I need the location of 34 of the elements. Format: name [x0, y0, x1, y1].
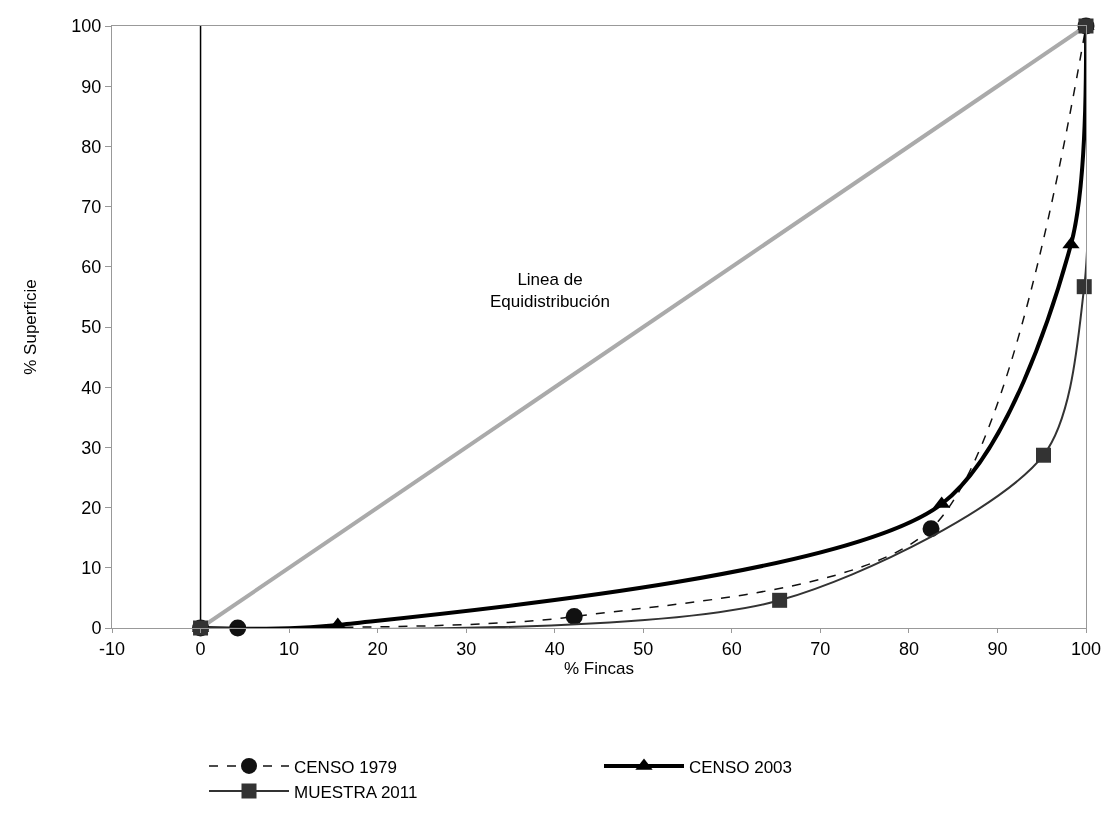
legend-label: CENSO 1979 [294, 757, 397, 777]
x-tick-label: 70 [810, 638, 831, 659]
x-tick-label: 10 [279, 638, 300, 659]
y-tick-label: 10 [81, 558, 102, 579]
y-tick-label: 60 [81, 257, 102, 278]
x-tick-label: 20 [367, 638, 388, 659]
y-tick-label: 50 [81, 317, 102, 338]
legend-label: CENSO 2003 [689, 757, 792, 777]
x-tick-label: 60 [721, 638, 742, 659]
y-axis-title: % Superficie [20, 279, 40, 375]
y-tick-label: 40 [81, 377, 102, 398]
y-tick-label: 70 [81, 196, 102, 217]
x-tick-label: -10 [98, 638, 126, 659]
point [565, 608, 583, 626]
x-tick-label: 100 [1070, 638, 1102, 659]
y-tick-label: 0 [91, 618, 102, 639]
x-tick-label: 90 [987, 638, 1008, 659]
y-tick-label: 30 [81, 437, 102, 458]
x-tick-label: 80 [898, 638, 919, 659]
x-tick-label: 50 [633, 638, 654, 659]
y-tick-label: 20 [81, 497, 102, 518]
x-tick-label: 0 [195, 638, 206, 659]
legend-label: MUESTRA 2011 [294, 782, 418, 802]
x-tick-label: 40 [544, 638, 565, 659]
point [1036, 447, 1051, 463]
point [1076, 279, 1092, 295]
x-axis-title: % Fincas [564, 658, 634, 678]
point [772, 592, 788, 608]
annotation: Linea de Equidistribución [490, 270, 611, 312]
x-tick-label: 30 [456, 638, 477, 659]
point [922, 520, 940, 538]
y-tick-label: 80 [81, 136, 102, 157]
y-tick-label: 90 [81, 76, 102, 97]
y-tick-label: 100 [71, 16, 102, 37]
